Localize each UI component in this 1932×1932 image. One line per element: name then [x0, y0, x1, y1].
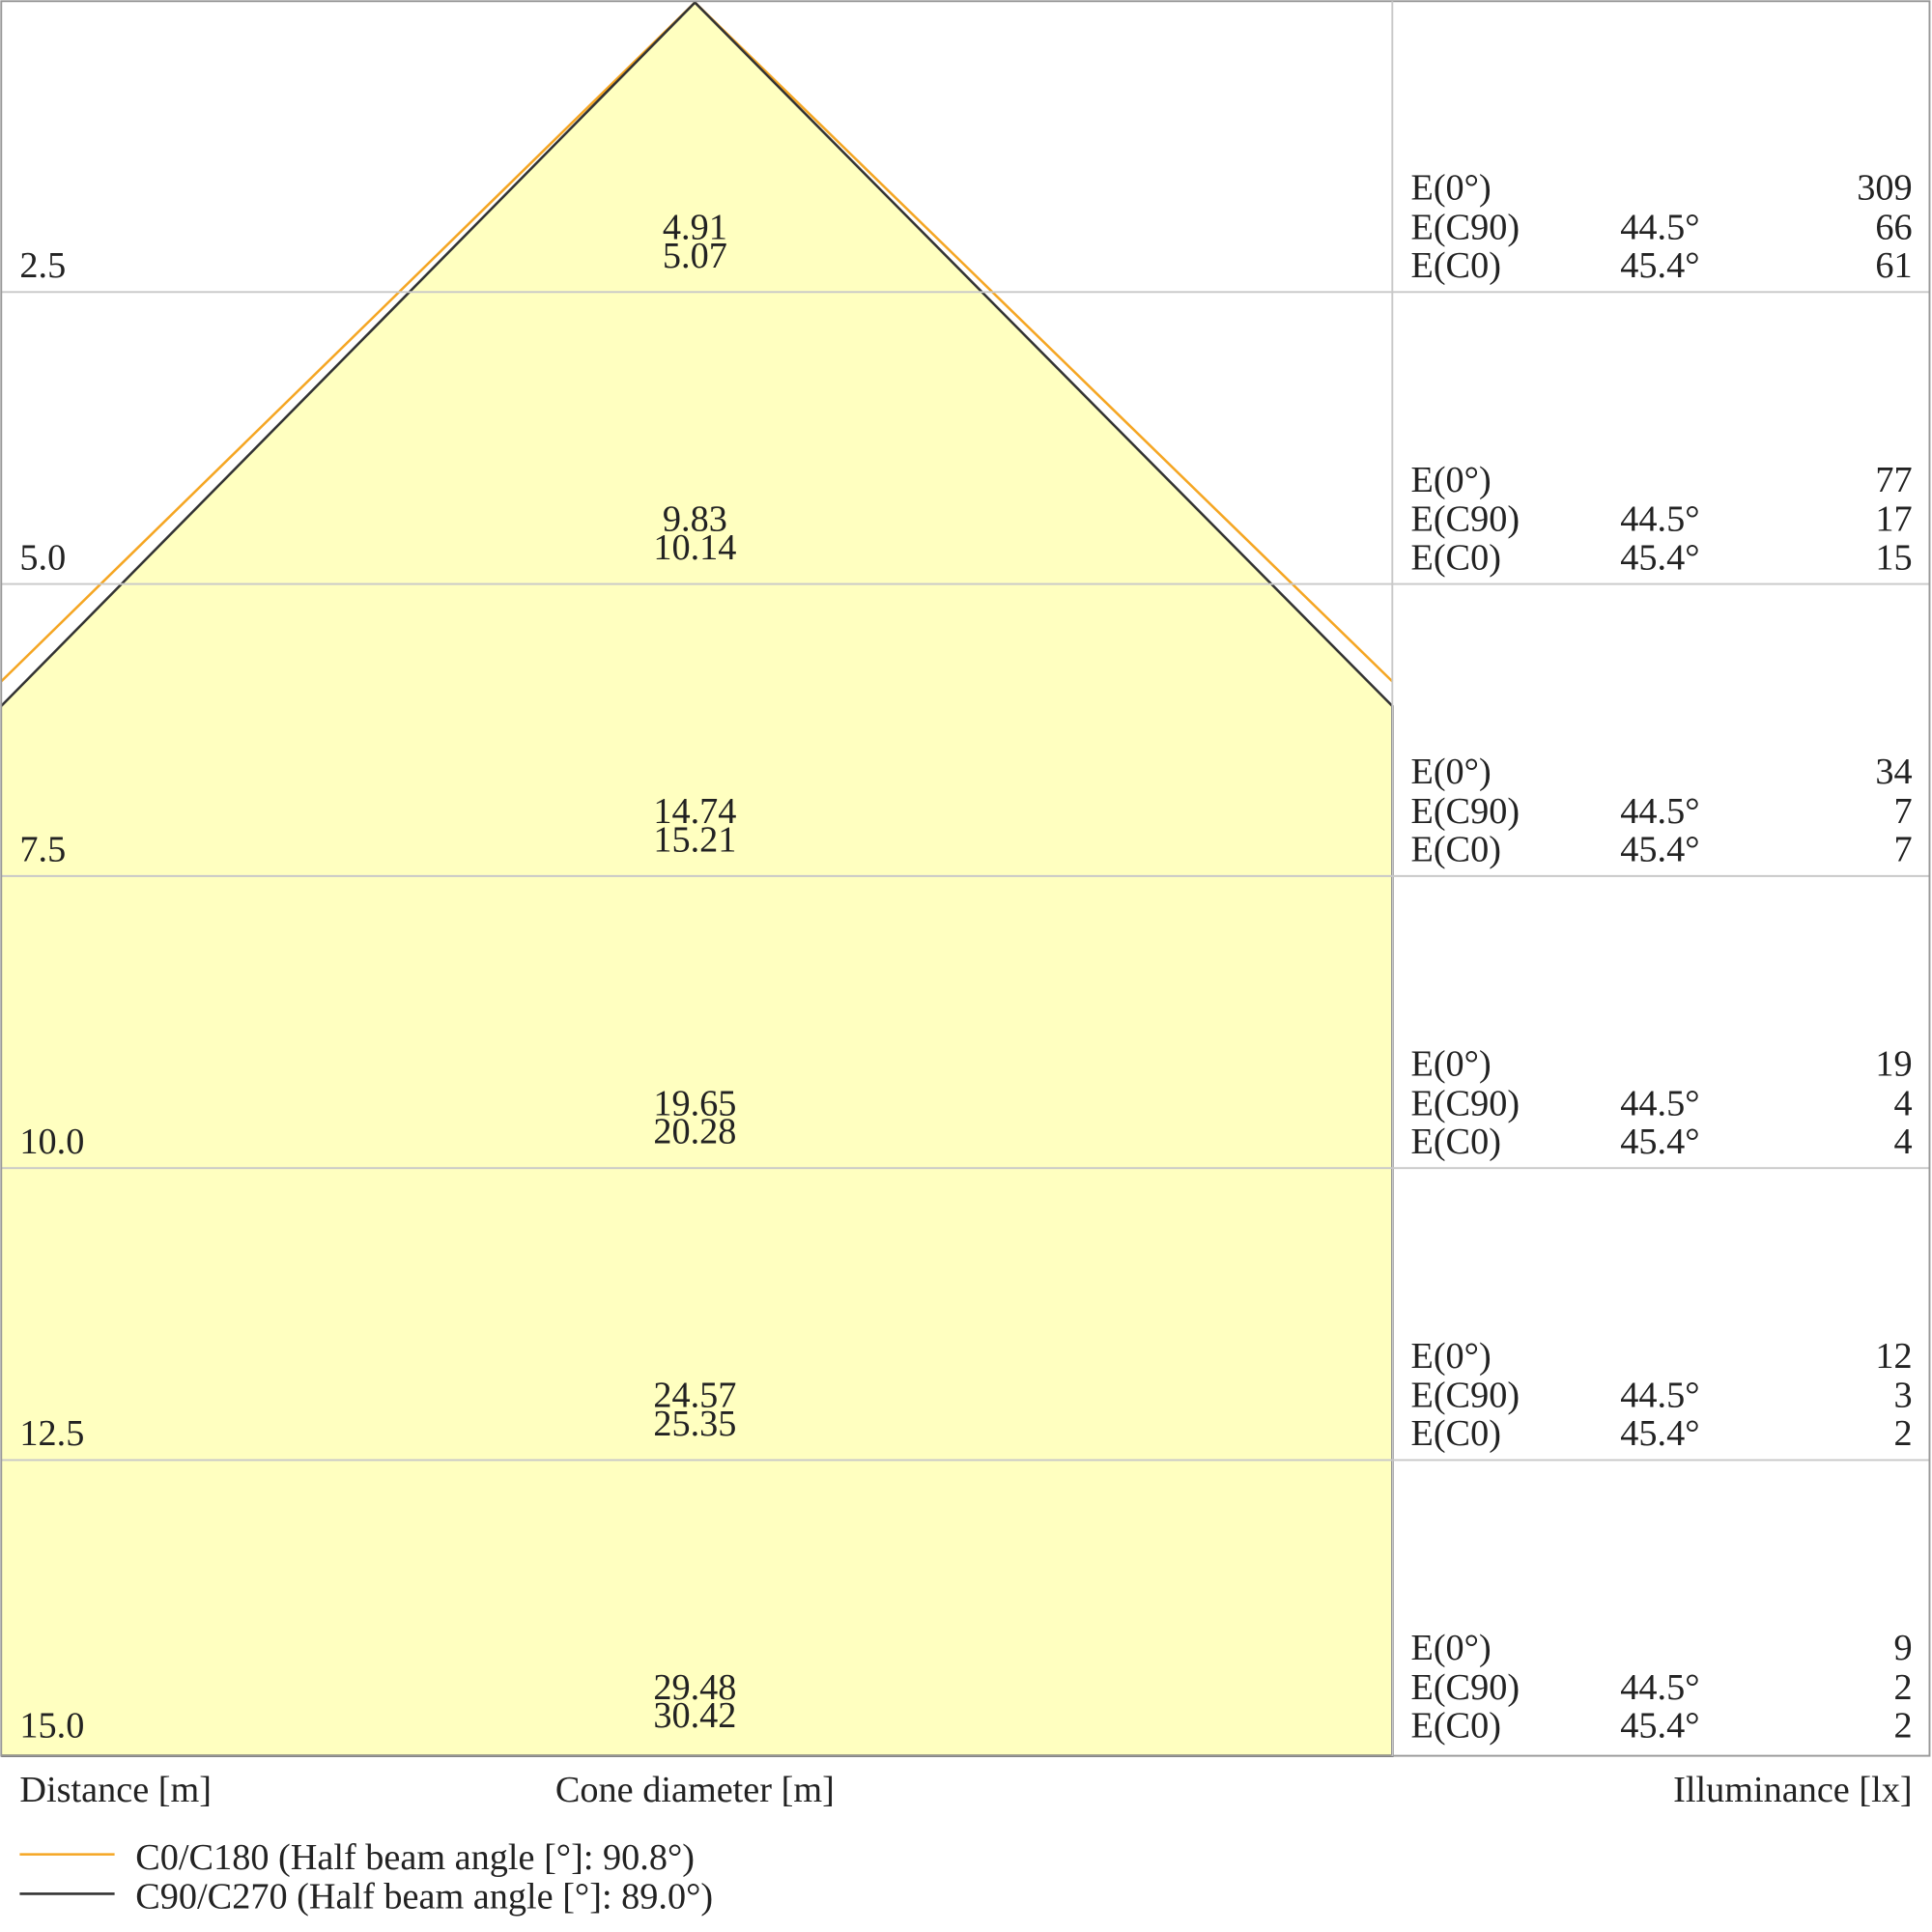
distance-label: 10.0: [19, 1122, 84, 1162]
beam-angle: 44.5°: [1620, 1083, 1699, 1123]
beam-angle: 44.5°: [1620, 207, 1699, 247]
illuminance-value: 7: [1893, 791, 1912, 832]
cone-diameter: 19.65: [653, 1083, 736, 1123]
cone-diameter: 5.07: [663, 236, 727, 276]
legend-label: C0/C180 (Half beam angle [°]: 90.8°): [135, 1837, 695, 1878]
cone-axis-label: Cone diameter [m]: [555, 1770, 835, 1810]
cone-diameter: 30.42: [653, 1695, 736, 1736]
illuminance-value: 4: [1893, 1083, 1912, 1123]
cone-diameter: 9.83: [663, 499, 727, 540]
illuminance-value: 2: [1893, 1667, 1912, 1708]
illuminance-value: 2: [1893, 1705, 1912, 1746]
legend-label: C90/C270 (Half beam angle [°]: 89.0°): [135, 1877, 713, 1918]
illuminance-label: E(C0): [1410, 830, 1500, 870]
illuminance-label: E(C0): [1410, 1705, 1500, 1746]
distance-label: 15.0: [19, 1705, 84, 1746]
beam-angle: 44.5°: [1620, 499, 1699, 540]
cone-diameter: 4.91: [663, 207, 727, 247]
beam-angle: 45.4°: [1620, 1413, 1699, 1454]
illuminance-value: 17: [1875, 499, 1912, 540]
distance-label: 2.5: [19, 245, 66, 286]
illuminance-value: 4: [1893, 1122, 1912, 1162]
beam-angle: 45.4°: [1620, 537, 1699, 578]
illuminance-label: E(C90): [1410, 1083, 1520, 1123]
illuminance-label: E(0°): [1410, 460, 1491, 500]
cone-diameter: 24.57: [653, 1376, 736, 1416]
beam-angle: 45.4°: [1620, 245, 1699, 286]
distance-axis-label: Distance [m]: [19, 1770, 212, 1810]
illuminance-value: 19: [1875, 1044, 1912, 1085]
illuminance-label: E(0°): [1410, 1336, 1491, 1377]
cone-diameter: 14.74: [653, 791, 736, 832]
illuminance-value: 309: [1857, 168, 1912, 209]
illuminance-value: 7: [1893, 830, 1912, 870]
illuminance-label: E(C0): [1410, 537, 1500, 578]
illuminance-value: 12: [1875, 1336, 1912, 1377]
beam-angle: 45.4°: [1620, 830, 1699, 870]
cone-diameter: 25.35: [653, 1404, 736, 1444]
illuminance-label: E(C0): [1410, 245, 1500, 286]
illuminance-label: E(C0): [1410, 1122, 1500, 1162]
distance-label: 12.5: [19, 1413, 84, 1454]
illuminance-label: E(C90): [1410, 499, 1520, 540]
illuminance-label: E(0°): [1410, 168, 1491, 209]
illuminance-label: E(0°): [1410, 752, 1491, 792]
beam-angle: 45.4°: [1620, 1705, 1699, 1746]
cone-diameter: 15.21: [653, 819, 736, 860]
grid: [1, 291, 1930, 1462]
illuminance-value: 61: [1875, 245, 1912, 286]
illuminance-label: E(C90): [1410, 1376, 1520, 1416]
illuminance-label: E(0°): [1410, 1044, 1491, 1085]
cone-diameter: 10.14: [653, 527, 736, 568]
distance-label: 5.0: [19, 537, 66, 578]
illuminance-label: E(C90): [1410, 207, 1520, 247]
illuminance-value: 34: [1875, 752, 1912, 792]
beam-angle: 44.5°: [1620, 1376, 1699, 1416]
frame: [0, 0, 1931, 1757]
illuminance-value: 3: [1893, 1376, 1912, 1416]
cone-fill: [1, 2, 1393, 1756]
illuminance-axis-label: Illuminance [lx]: [1673, 1770, 1912, 1810]
illuminance-value: 15: [1875, 537, 1912, 578]
cone-diameter: 20.28: [653, 1112, 736, 1152]
illuminance-label: E(C90): [1410, 791, 1520, 832]
distance-label: 7.5: [19, 830, 66, 870]
beam-angle: 45.4°: [1620, 1122, 1699, 1162]
cone-diameter: 29.48: [653, 1667, 736, 1708]
illuminance-value: 66: [1875, 207, 1912, 247]
illuminance-label: E(0°): [1410, 1628, 1491, 1668]
illuminance-value: 2: [1893, 1413, 1912, 1454]
beam-angle: 44.5°: [1620, 1667, 1699, 1708]
beam-angle: 44.5°: [1620, 791, 1699, 832]
illuminance-value: 9: [1893, 1628, 1912, 1668]
illuminance-label: E(C90): [1410, 1667, 1520, 1708]
illuminance-label: E(C0): [1410, 1413, 1500, 1454]
illuminance-value: 77: [1875, 460, 1912, 500]
